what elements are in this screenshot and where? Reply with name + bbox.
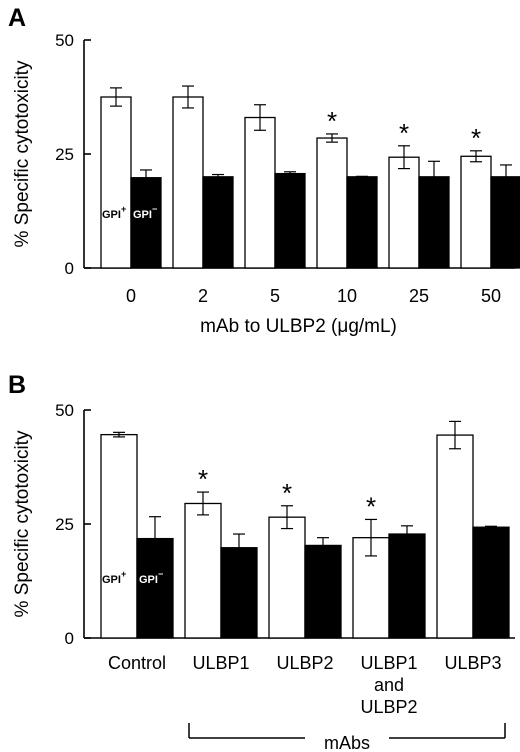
bar-gpi-minus bbox=[472, 526, 510, 639]
error-bar bbox=[233, 533, 245, 562]
y-tick-label: 25 bbox=[55, 145, 74, 164]
bar-gpi-minus bbox=[220, 547, 258, 639]
legend-gpi-minus-label: GPI− bbox=[139, 569, 163, 586]
category-label: ULBP1 bbox=[360, 653, 417, 673]
y-tick-label: 25 bbox=[55, 515, 74, 534]
y-tick-label: 0 bbox=[65, 259, 74, 278]
x-axis-label: mAb to ULBP2 (μg/mL) bbox=[200, 316, 397, 337]
significance-marker: * bbox=[327, 106, 337, 136]
error-bar bbox=[449, 420, 461, 450]
bar-gpi-plus bbox=[100, 96, 132, 269]
panel-label: A bbox=[8, 4, 26, 32]
error-bar bbox=[149, 516, 161, 562]
category-label: Control bbox=[108, 653, 166, 673]
bar-gpi-minus bbox=[490, 176, 520, 269]
bar-gpi-minus bbox=[202, 176, 234, 269]
significance-marker: * bbox=[366, 491, 376, 521]
error-bar bbox=[254, 104, 266, 131]
bar-gpi-minus bbox=[346, 176, 378, 269]
error-bar bbox=[470, 150, 482, 163]
category-label: 25 bbox=[409, 286, 429, 306]
significance-marker: * bbox=[282, 478, 292, 508]
legend-gpi-minus-sup: − bbox=[158, 569, 163, 579]
significance-marker: * bbox=[399, 118, 409, 148]
mabs-bracket bbox=[188, 723, 506, 739]
category-label: ULBP2 bbox=[360, 697, 417, 717]
category-label: and bbox=[374, 675, 404, 695]
category-label: 5 bbox=[270, 286, 280, 306]
y-axis-label: % Specific cytotoxicity bbox=[12, 60, 33, 247]
error-bar bbox=[182, 85, 194, 109]
significance-marker: * bbox=[471, 123, 481, 153]
category-label: ULBP3 bbox=[444, 653, 501, 673]
category-label: 10 bbox=[337, 286, 357, 306]
bar-gpi-plus bbox=[184, 502, 222, 639]
y-tick-label: 50 bbox=[55, 31, 74, 50]
legend-gpi-plus-sup: + bbox=[121, 204, 126, 214]
error-bar bbox=[284, 171, 296, 177]
bar-gpi-plus bbox=[172, 96, 204, 269]
bar-gpi-plus bbox=[244, 116, 276, 269]
significance-marker: * bbox=[198, 464, 208, 494]
error-bar bbox=[281, 505, 293, 530]
bar-gpi-minus bbox=[274, 172, 306, 269]
bar-gpi-plus bbox=[388, 156, 420, 269]
error-bar bbox=[428, 160, 440, 193]
category-label: 50 bbox=[481, 286, 501, 306]
legend-gpi-minus-label: GPI− bbox=[133, 204, 157, 221]
bar-gpi-minus bbox=[130, 177, 162, 269]
error-bar bbox=[365, 518, 377, 557]
bar-gpi-plus bbox=[100, 433, 138, 639]
group-label: mAbs bbox=[324, 733, 370, 752]
error-bar bbox=[356, 175, 368, 178]
error-bar bbox=[113, 431, 125, 438]
category-label: 0 bbox=[126, 286, 136, 306]
y-tick-label: 0 bbox=[65, 629, 74, 648]
error-bar bbox=[140, 169, 152, 187]
legend-gpi-plus-label: GPI+ bbox=[102, 569, 126, 586]
error-bar bbox=[326, 133, 338, 143]
bar-gpi-minus bbox=[304, 544, 342, 639]
legend-gpi-plus-label: GPI+ bbox=[102, 204, 126, 221]
category-label: ULBP1 bbox=[192, 653, 249, 673]
category-label: ULBP2 bbox=[276, 653, 333, 673]
chart-panel-b: B 0 25 50 % Specific cytotoxicity Control * ULB… bbox=[8, 371, 515, 752]
legend-gpi-minus-sup: − bbox=[152, 204, 157, 214]
error-bar bbox=[485, 525, 497, 529]
legend-gpi-plus-sup: + bbox=[121, 569, 126, 579]
bar-gpi-plus bbox=[268, 516, 306, 639]
bar-gpi-minus bbox=[388, 533, 426, 639]
y-axis-label: % Specific cytotoxicity bbox=[12, 430, 33, 617]
error-bar bbox=[401, 525, 413, 543]
error-bar bbox=[500, 164, 512, 190]
category-label: 2 bbox=[198, 286, 208, 306]
bar-gpi-plus bbox=[460, 155, 492, 269]
bar-gpi-plus bbox=[316, 137, 348, 269]
error-bar bbox=[110, 87, 122, 107]
error-bar bbox=[317, 537, 329, 554]
error-bar bbox=[398, 145, 410, 170]
error-bar bbox=[197, 491, 209, 516]
panel-label: B bbox=[8, 371, 26, 399]
y-tick-label: 50 bbox=[55, 401, 74, 420]
bar-gpi-plus bbox=[436, 434, 474, 639]
error-bar bbox=[212, 173, 224, 180]
